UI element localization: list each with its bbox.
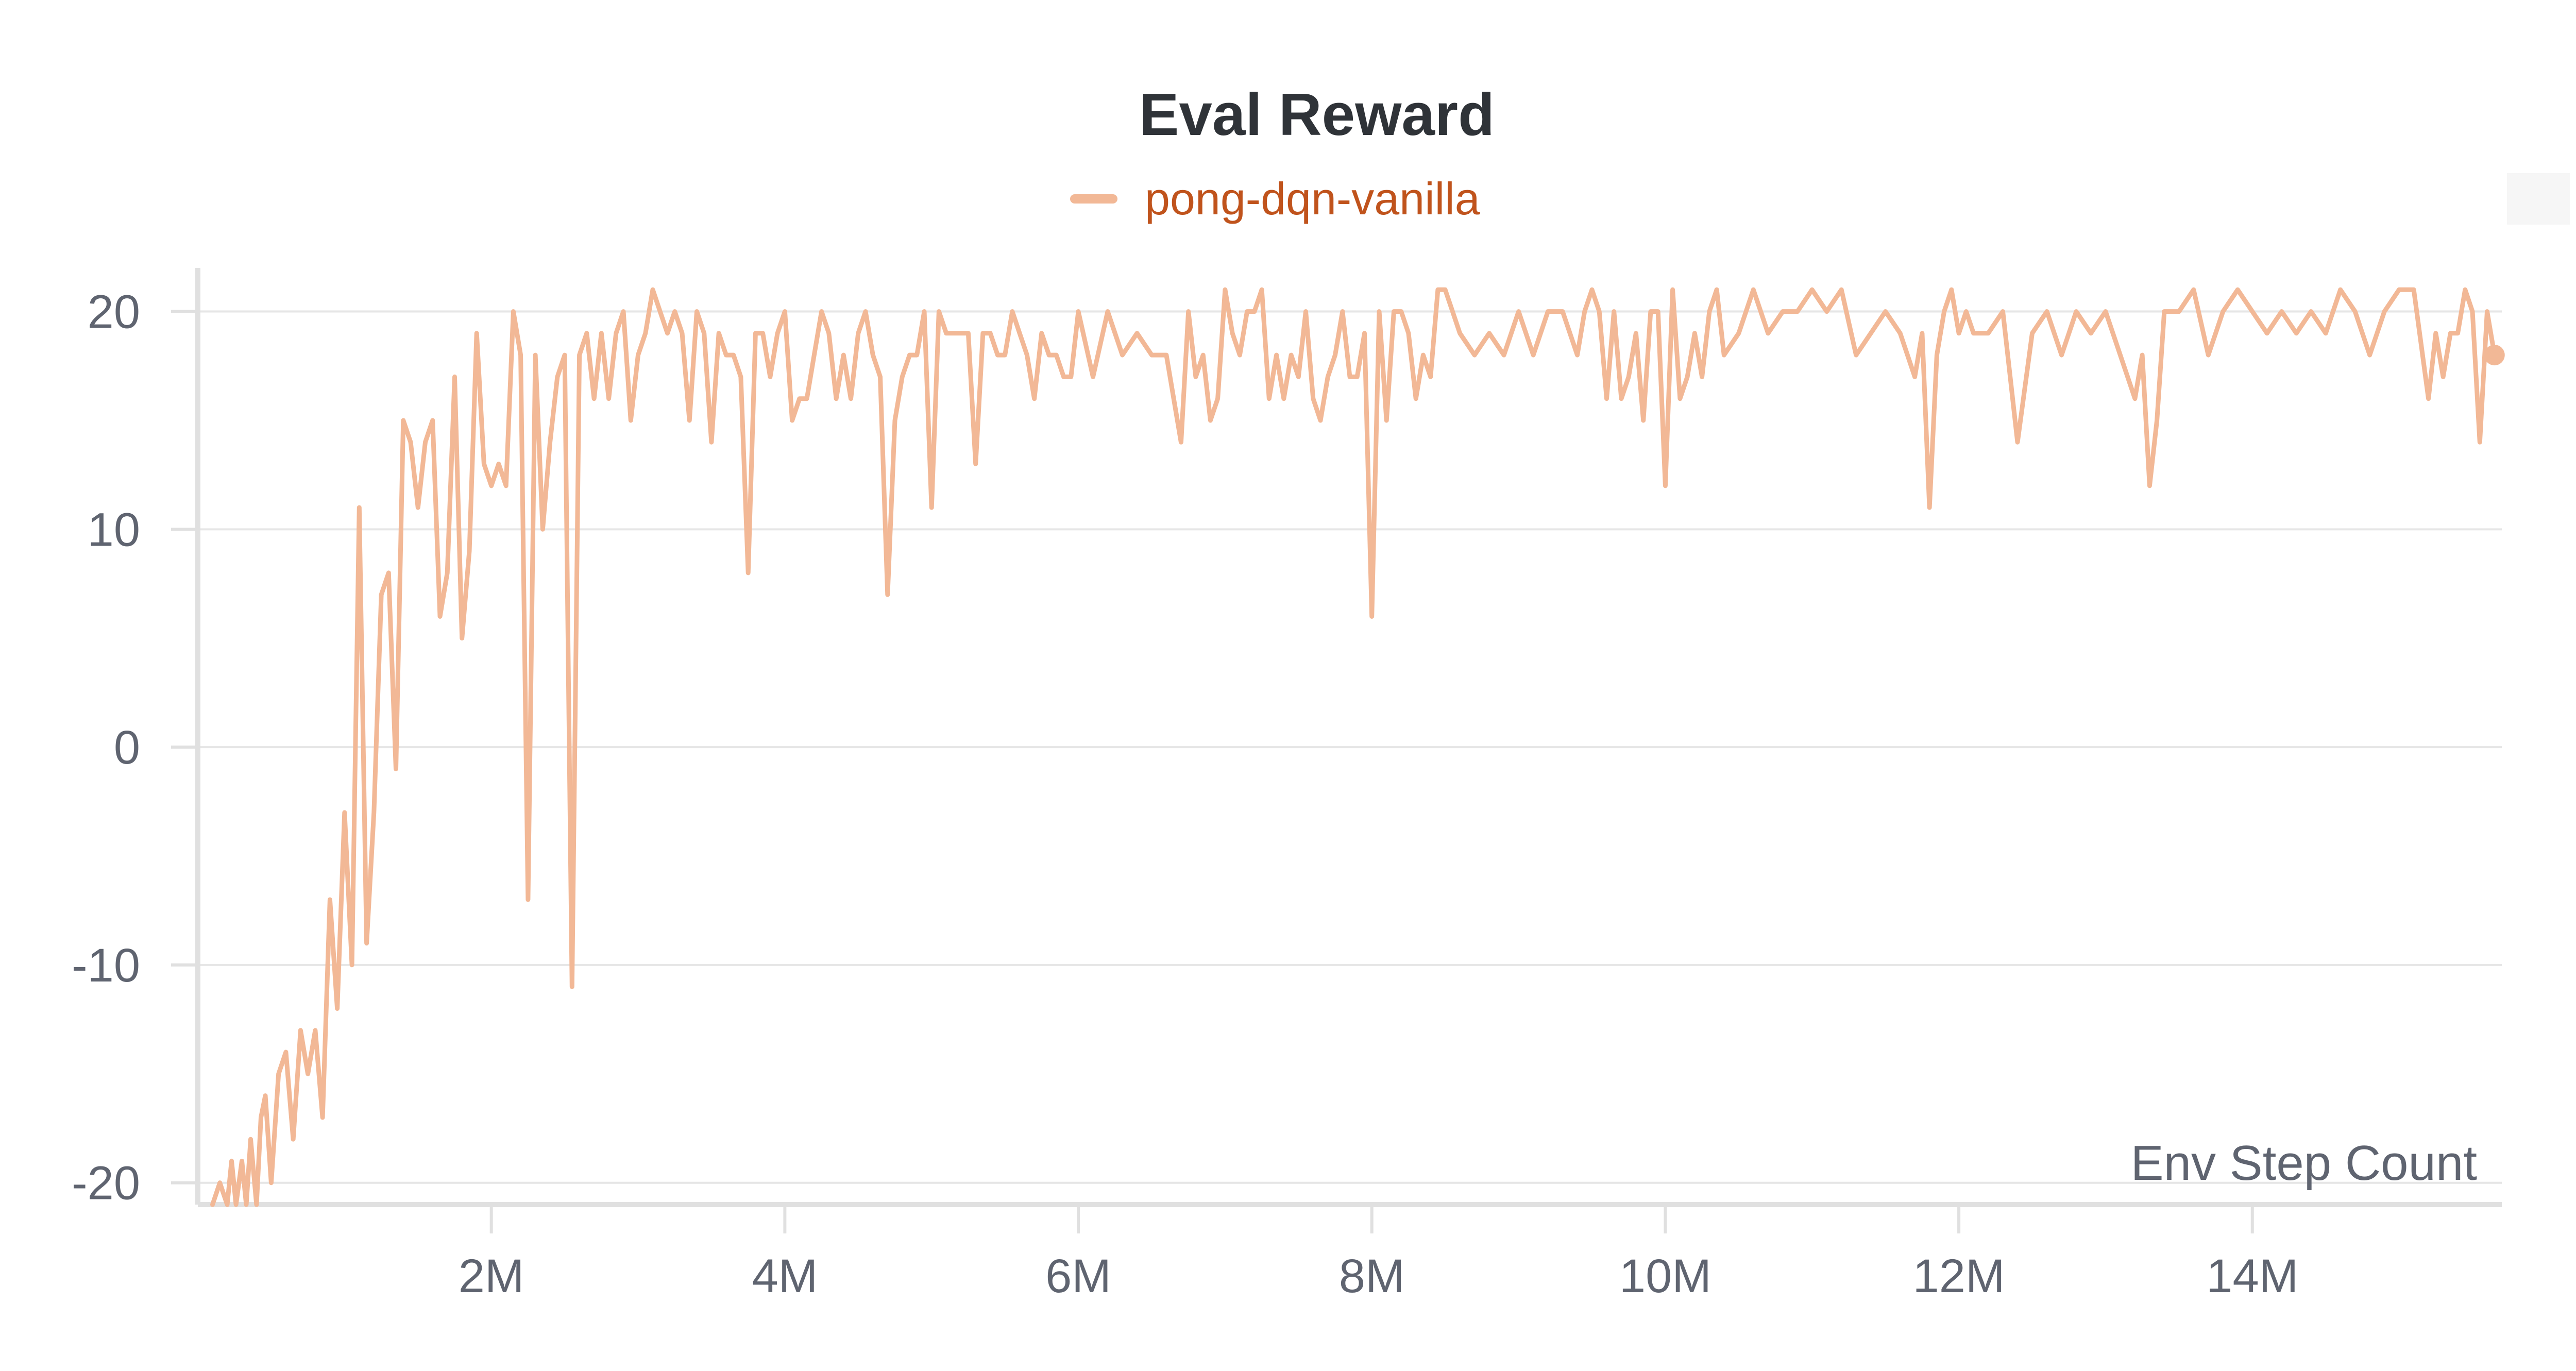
x-tick-label: 14M bbox=[2206, 1250, 2298, 1302]
series-last-point[interactable] bbox=[2484, 345, 2505, 366]
grid-lines bbox=[198, 310, 2502, 1184]
x-tick-label: 2M bbox=[459, 1250, 524, 1302]
x-axis-ticks: 2M 4M 6M 8M 10M 12M 14M bbox=[459, 1205, 2298, 1302]
y-tick-label: 10 bbox=[88, 503, 140, 556]
chart-title: Eval Reward bbox=[1139, 81, 1495, 148]
y-axis-ticks: -20 -10 0 10 20 bbox=[72, 286, 198, 1210]
x-axis-title: Env Step Count bbox=[2131, 1136, 2477, 1191]
y-tick-label: 20 bbox=[88, 286, 140, 338]
y-tick-label: 0 bbox=[114, 721, 140, 774]
x-tick-label: 4M bbox=[752, 1250, 818, 1302]
x-tick-label: 10M bbox=[1619, 1250, 1711, 1302]
x-tick-label: 12M bbox=[1913, 1250, 2005, 1302]
legend-label[interactable]: pong-dqn-vanilla bbox=[1145, 173, 1480, 224]
y-tick-label: -10 bbox=[72, 939, 140, 992]
series-line-pong-dqn-vanilla[interactable] bbox=[210, 287, 2497, 1207]
x-tick-label: 6M bbox=[1045, 1250, 1111, 1302]
legend[interactable]: pong-dqn-vanilla bbox=[1070, 173, 1480, 224]
chart-menu-button[interactable] bbox=[2507, 173, 2570, 225]
x-tick-label: 8M bbox=[1339, 1250, 1405, 1302]
y-tick-label: -20 bbox=[72, 1157, 140, 1210]
